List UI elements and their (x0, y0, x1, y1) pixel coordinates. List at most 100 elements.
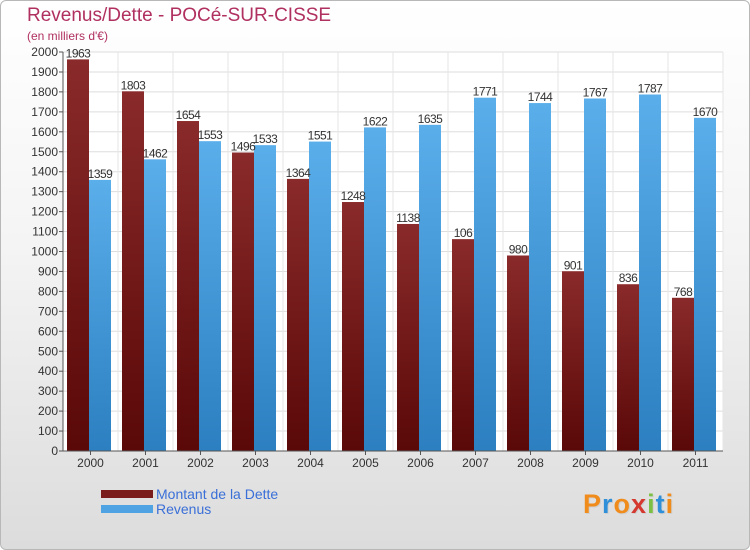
y-tick-label: 900 (38, 264, 58, 278)
bar-debt (672, 297, 694, 451)
data-label-debt: 1496 (231, 140, 257, 154)
y-tick-label: 1100 (32, 225, 58, 239)
x-tick-label: 2002 (187, 456, 214, 470)
bar-revenue (309, 141, 331, 451)
bar-revenue (694, 117, 716, 452)
chart-subtitle: (en milliers d'€) (27, 29, 108, 43)
legend-label-debt: Montant de la Dette (156, 486, 279, 502)
y-tick-label: 1500 (31, 145, 58, 159)
data-label-revenue: 1553 (198, 128, 224, 142)
bar-revenue (254, 145, 276, 451)
y-tick-label: 2000 (31, 45, 58, 59)
data-label-debt: 1803 (121, 78, 147, 92)
bar-revenue (639, 94, 661, 451)
data-label-revenue: 1635 (418, 112, 444, 126)
y-tick-label: 400 (38, 364, 58, 378)
data-label-debt: 768 (674, 285, 693, 299)
bar-revenue (199, 141, 221, 451)
bar-debt (232, 152, 254, 451)
legend-swatch-revenue (101, 505, 153, 513)
bar-revenue (584, 98, 606, 452)
bar-debt (122, 91, 144, 451)
y-tick-label: 0 (51, 444, 58, 458)
logo-letter: t (655, 489, 666, 519)
y-tick-label: 1600 (31, 125, 58, 139)
logo-letter: i (647, 489, 656, 519)
bar-debt (342, 202, 364, 451)
data-label-debt: 901 (564, 258, 583, 272)
bar-layer (67, 59, 716, 452)
y-tick-label: 600 (38, 324, 58, 338)
x-tick-label: 2008 (517, 456, 544, 470)
bar-debt (452, 239, 474, 451)
y-tick-label: 1400 (31, 165, 58, 179)
x-tick-label: 2000 (77, 456, 104, 470)
y-tick-label: 500 (38, 344, 58, 358)
bar-debt (617, 284, 639, 451)
legend-label-revenue: Revenus (156, 501, 212, 517)
y-tick-label: 1000 (31, 245, 58, 259)
x-tick-label: 2007 (462, 456, 489, 470)
data-label-revenue: 1551 (308, 129, 334, 143)
data-label-revenue: 1533 (253, 132, 279, 146)
data-label-revenue: 1622 (363, 114, 389, 128)
data-label-revenue: 1787 (638, 81, 664, 95)
grid-layer (62, 51, 724, 452)
bar-debt (562, 271, 584, 451)
data-label-revenue: 1771 (473, 85, 499, 99)
data-label-debt: 836 (619, 271, 638, 285)
y-tick-label: 200 (38, 404, 58, 418)
axis-layer: 0 100 200 300 400 500 600 700 800 900 1000 1100 1200… (31, 45, 723, 470)
bar-debt (507, 255, 529, 451)
x-tick-label: 2004 (297, 456, 324, 470)
x-tick-label: 2005 (352, 456, 379, 470)
x-tick-label: 2006 (407, 456, 434, 470)
x-tick-label: 2001 (132, 456, 159, 470)
y-tick-label: 1300 (31, 185, 58, 199)
bar-debt (67, 59, 89, 451)
y-tick-label: 700 (38, 304, 58, 318)
data-label-debt: 1248 (341, 189, 367, 203)
data-label-debt: 106 (454, 226, 473, 240)
y-tick-label: 1700 (31, 105, 58, 119)
data-label-debt: 1364 (286, 166, 312, 180)
data-label-revenue: 1767 (583, 85, 609, 99)
chart-title: Revenus/Dette - POCé-SUR-CISSE (27, 5, 332, 26)
y-tick-label: 800 (38, 284, 58, 298)
data-label-revenue: 1670 (693, 105, 719, 119)
x-tick-label: 2003 (242, 456, 269, 470)
bar-debt (177, 121, 199, 451)
y-tick-label: 100 (38, 424, 58, 438)
x-tick-label: 2011 (683, 456, 709, 470)
data-label-debt: 1654 (176, 108, 202, 122)
data-label-debt: 1963 (66, 46, 92, 60)
data-label-debt: 980 (509, 242, 528, 256)
y-tick-label: 1200 (31, 205, 58, 219)
bar-revenue (144, 159, 166, 451)
legend-swatch-debt (101, 490, 153, 498)
data-label-revenue: 1462 (143, 146, 169, 160)
logo-letter: x (631, 489, 648, 519)
data-label-debt: 1138 (396, 211, 421, 225)
bar-revenue (474, 97, 496, 452)
logo-letter: i (665, 489, 675, 519)
bar-debt (287, 178, 309, 451)
logo-letter: o (613, 489, 632, 519)
x-tick-label: 2009 (572, 456, 599, 470)
logo-letter: r (602, 489, 614, 519)
data-label-revenue: 1359 (88, 167, 114, 181)
y-tick-label: 1800 (31, 85, 58, 99)
bar-revenue (364, 127, 386, 451)
x-tick-label: 2010 (627, 456, 654, 470)
proxiti-logo: Proxiti (583, 489, 674, 520)
bar-revenue (419, 124, 441, 451)
logo-letter: P (583, 489, 603, 519)
bar-debt (397, 223, 419, 451)
bar-revenue (89, 179, 111, 451)
y-tick-label: 300 (38, 384, 58, 398)
data-label-revenue: 1744 (528, 90, 554, 104)
y-tick-label: 1900 (31, 65, 58, 79)
